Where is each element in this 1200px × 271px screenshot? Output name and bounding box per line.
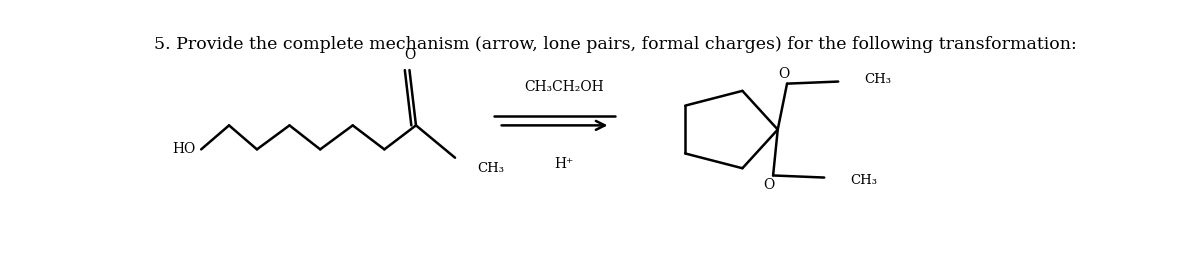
Text: CH₃: CH₃ xyxy=(851,174,877,187)
Text: 5. Provide the complete mechanism (arrow, lone pairs, formal charges) for the fo: 5. Provide the complete mechanism (arrow… xyxy=(154,36,1076,53)
Text: HO: HO xyxy=(173,142,196,156)
Text: CH₃CH₂OH: CH₃CH₂OH xyxy=(524,80,604,94)
Text: O: O xyxy=(763,178,774,192)
Text: H⁺: H⁺ xyxy=(554,157,574,171)
Text: O: O xyxy=(779,67,790,81)
Text: CH₃: CH₃ xyxy=(478,162,504,175)
Text: CH₃: CH₃ xyxy=(864,73,892,86)
Text: O: O xyxy=(404,48,415,62)
